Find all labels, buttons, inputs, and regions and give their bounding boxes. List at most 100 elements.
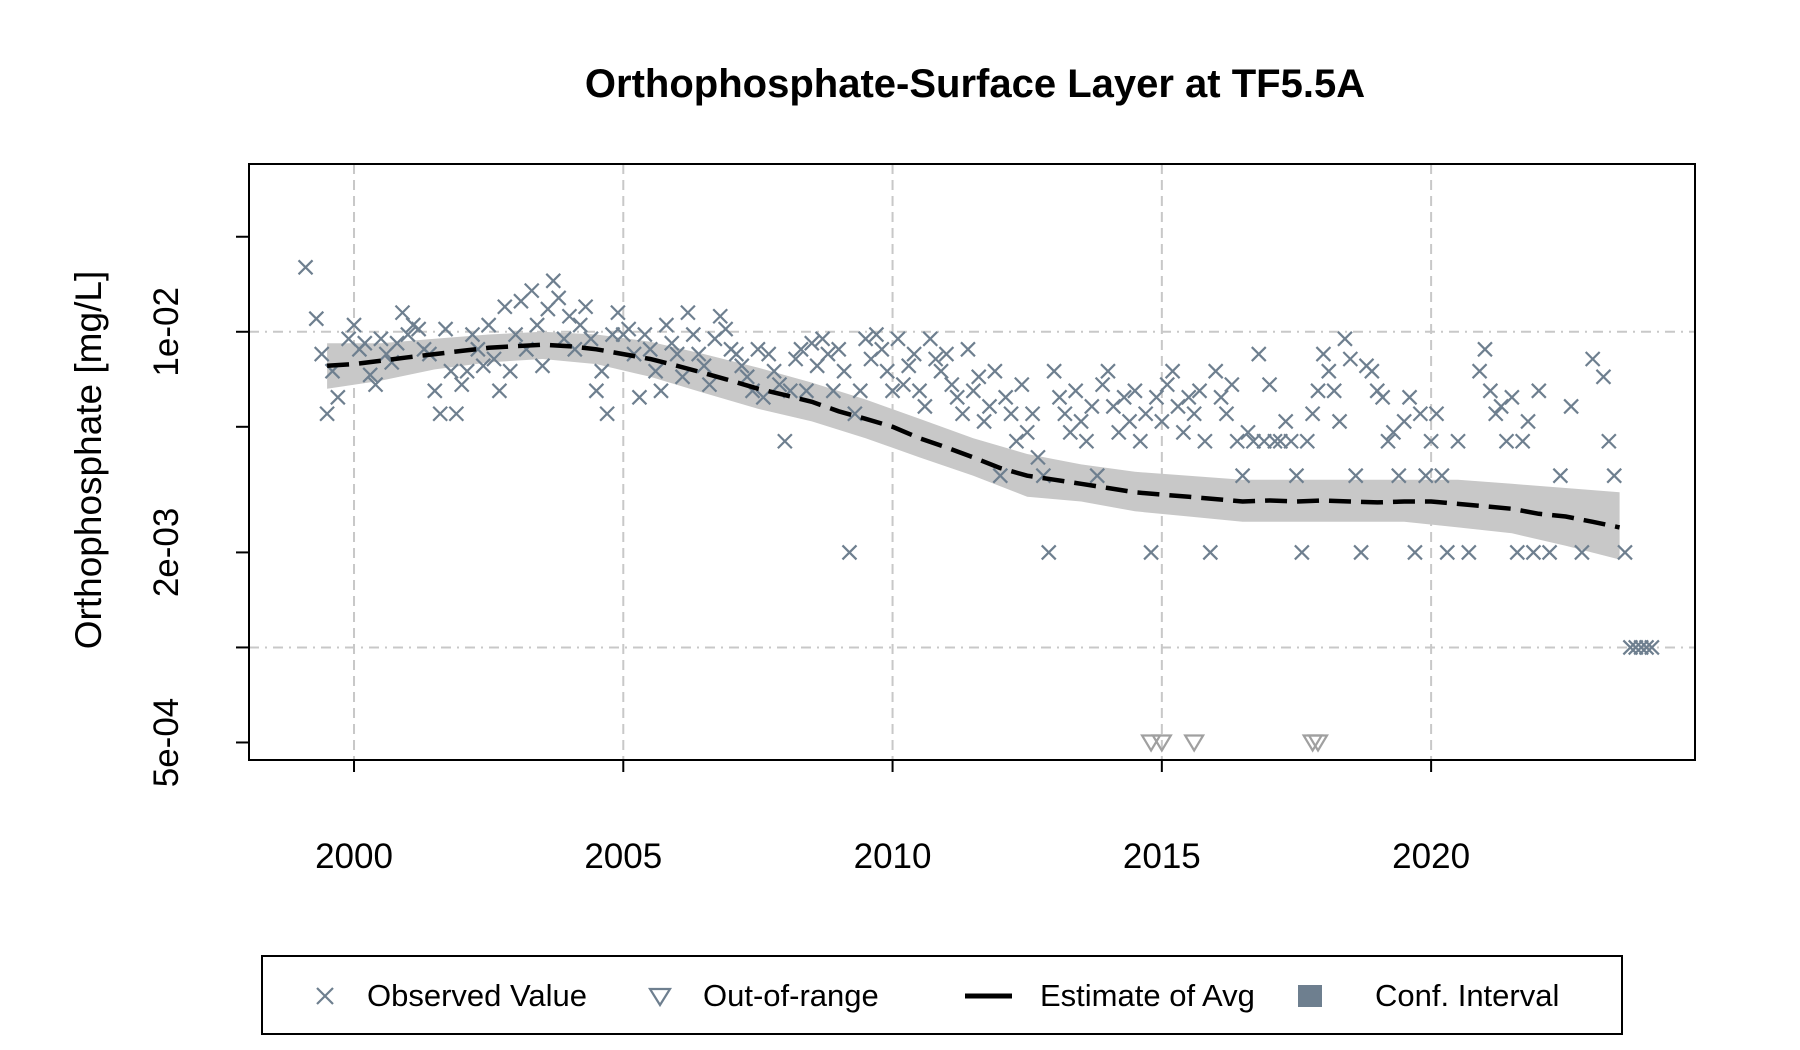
observed-point [308,310,325,327]
observed-point [1170,398,1186,415]
observed-point [1617,544,1633,561]
observed-point [992,467,1009,484]
observed-point [690,346,707,362]
observed-point [1606,467,1622,484]
observed-point [1067,383,1084,399]
y-axis: 5e-04 2e-03 1e-02 [147,235,249,787]
observed-point [1224,376,1240,393]
observed-point [1552,467,1569,484]
legend-ci-marker [1298,985,1322,1007]
observed-point [960,341,976,358]
observed-point [933,363,949,379]
observed-point [1509,544,1526,561]
observed-point [1078,433,1095,450]
observed-point [760,346,777,362]
observed-point [1057,405,1073,422]
observed-point [712,308,729,325]
observed-point [1391,467,1407,484]
observed-point [965,383,982,399]
observed-point [1175,424,1192,441]
observed-point [1428,405,1445,422]
observed-point [313,346,330,362]
x-tick-label: 2020 [1392,837,1470,876]
observed-point [1046,363,1062,379]
observed-point [976,413,992,430]
observed-point [1563,398,1579,415]
observed-point [486,351,502,367]
observed-point [696,358,712,374]
observed-point [841,544,858,561]
x-tick-label: 2000 [315,837,393,876]
observed-point [1487,405,1504,422]
observed-point [427,383,443,399]
observed-point [330,389,346,406]
observed-point [1294,544,1310,561]
out-of-range-point [1183,734,1206,753]
out-of-range-points [1140,734,1329,753]
confidence-band [327,331,1620,560]
x-tick-label: 2010 [854,837,932,876]
legend-label-observed: Observed Value [367,978,587,1013]
observed-point [1277,413,1294,430]
observed-point [373,331,389,347]
observed-point [680,304,696,321]
observed-point [599,405,615,422]
observed-point [1121,413,1138,430]
observed-point [1584,351,1601,367]
observed-point [491,383,508,399]
observed-point [1644,639,1660,656]
observed-point [529,317,545,333]
observed-point [443,363,459,379]
observed-point [777,433,793,450]
observed-point [728,346,745,362]
observed-point [653,383,669,399]
observed-point [1186,405,1202,422]
out-of-range-point [1150,734,1173,753]
observed-point [588,383,605,399]
observed-point [987,363,1003,379]
y-tick-label: 1e-02 [147,287,186,377]
observed-point [1234,467,1251,484]
observed-point [642,341,658,358]
legend-item-observed: Observed Value [316,978,587,1013]
legend: Observed Value Out-of-range Estimate of … [261,955,1623,1035]
observed-point [717,321,734,337]
observed-point [1105,398,1122,415]
observed-point [475,358,492,374]
legend-item-estimate: Estimate of Avg [965,978,1255,1013]
observed-point [1159,376,1176,393]
observed-point [389,335,405,351]
observed-point [1638,639,1655,656]
legend-observed-marker [316,987,334,1005]
observed-point [1197,433,1213,450]
observed-point [1051,389,1068,406]
observed-point [1493,398,1509,415]
observed-point [755,389,772,406]
observed-point [739,369,755,385]
observed-point [1310,383,1326,399]
observed-point [1396,413,1412,430]
x-tick-label: 2005 [584,837,662,876]
observed-point [1164,363,1181,379]
observed-point [1364,363,1380,379]
observed-point [1267,433,1283,450]
observed-point [900,358,917,374]
observed-point [1191,383,1208,399]
observed-point [1250,346,1267,362]
observed-point [1019,424,1035,441]
observed-point [357,335,373,351]
y-tick-label: 2e-03 [147,508,186,598]
observed-point [1299,433,1316,450]
observed-point [1073,413,1089,430]
observed-point [1525,544,1542,561]
observed-point [1450,433,1466,450]
legend-item-ci: Conf. Interval [1298,978,1559,1013]
observed-point [890,331,906,347]
observed-point [944,376,960,393]
observed-point [1326,383,1342,399]
observed-point [1595,369,1612,385]
observed-point [297,259,314,276]
observed-point [502,363,518,379]
observed-point [750,341,766,358]
observed-point [572,317,588,333]
